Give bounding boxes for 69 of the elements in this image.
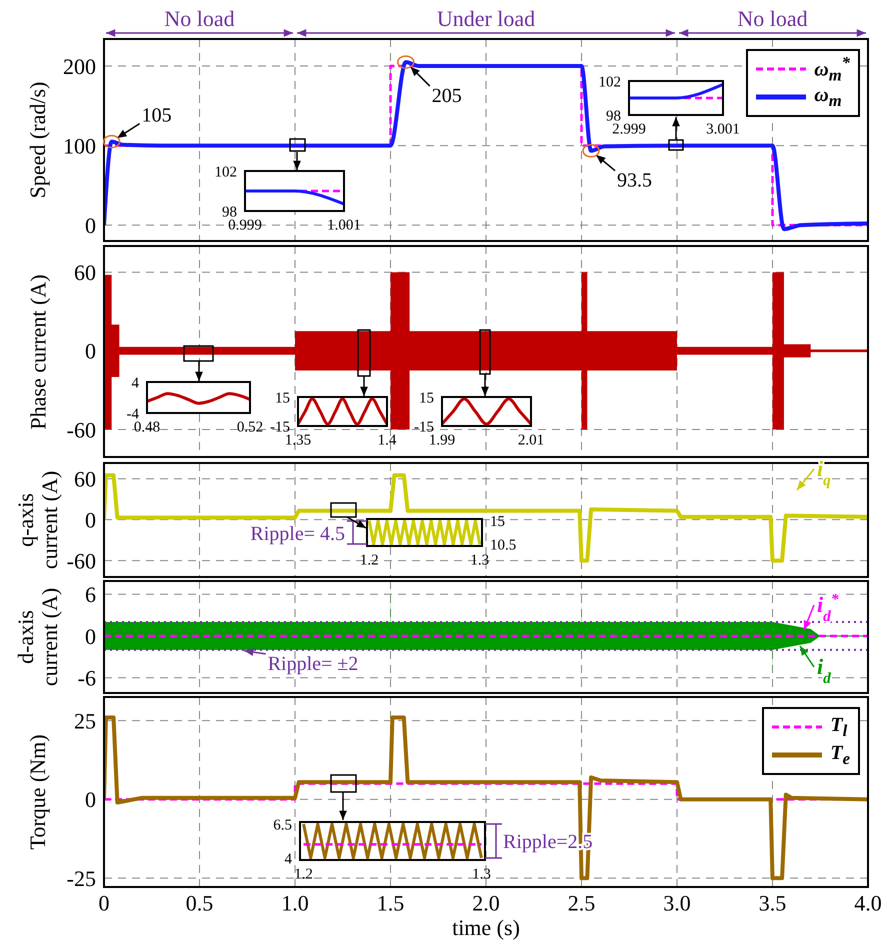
y-tick-label: 0	[85, 338, 96, 364]
y-tick-label: -6	[78, 666, 96, 691]
x-tick-label: 1.2	[294, 866, 313, 883]
line-series	[104, 715, 868, 880]
y-tick-label: 98	[222, 204, 237, 220]
x-tick-label: 1.2	[360, 552, 379, 569]
y-tick-label: 102	[598, 74, 621, 90]
legend-label: i$_{q}$	[817, 456, 832, 488]
y-tick-label: 4	[284, 851, 292, 868]
y-axis-title: d-axis current (A)	[12, 586, 63, 688]
y-tick-label: 200	[63, 54, 96, 79]
y-tick-label: 25	[74, 708, 96, 734]
y-tick-label: 60	[74, 260, 96, 286]
y-tick-label: -25	[66, 866, 96, 891]
annotation: 105	[142, 104, 172, 127]
annotation: 205	[432, 85, 462, 108]
x-tick-label: 1.3	[470, 552, 490, 569]
x-tick-label: 1.3	[472, 866, 491, 883]
y-tick-label: 6.5	[273, 817, 292, 834]
x-tick-label: 1.35	[284, 432, 312, 449]
legend-label: T$_{e}$	[830, 742, 850, 768]
x-tick-label: 2.5	[568, 890, 596, 916]
y-tick-label: 0	[85, 507, 96, 532]
text: No load	[164, 6, 235, 31]
y-tick-label: 60	[74, 466, 96, 492]
x-tick-label: 3.0	[663, 890, 691, 916]
annotation: 93.5	[617, 170, 652, 192]
legend-label: i$_{d}$	[817, 654, 832, 686]
y-tick-label: 0	[85, 787, 96, 812]
y-tick-label: 15	[275, 390, 290, 406]
y-tick-label: 4	[132, 375, 140, 392]
x-tick-label: 0.999	[228, 218, 262, 234]
y-tick-label: 100	[63, 133, 96, 158]
y-tick-label: -60	[66, 548, 96, 574]
x-tick-label: 0.5	[186, 890, 214, 916]
text: Under load	[436, 6, 536, 31]
x-axis-title: time (s)	[451, 915, 521, 941]
x-tick-label: 2.01	[518, 432, 544, 449]
y-tick-label: 0	[85, 624, 96, 649]
y-axis-title: Torque (Nm)	[24, 733, 51, 852]
y2-tick-label: 15	[490, 514, 505, 530]
y-tick-label: -4	[126, 406, 140, 422]
y-tick-label: 98	[606, 108, 621, 124]
x-tick-label: 3.5	[758, 890, 786, 916]
y-tick-label: 102	[214, 164, 237, 180]
x-tick-label: 1.001	[327, 218, 361, 234]
legend-label: T$_{l}$	[830, 714, 848, 740]
text: No load	[737, 6, 808, 31]
x-tick-label: 2.999	[612, 122, 646, 138]
y-tick-label: -60	[66, 417, 96, 442]
x-tick-label: 0.48	[134, 420, 160, 436]
x-tick-label: 1.5	[376, 890, 404, 916]
annotation: Ripple= 4.5	[250, 523, 345, 545]
x-tick-label: 2.0	[472, 890, 500, 916]
y-tick-label: -15	[414, 419, 434, 436]
y-tick-label: 6	[85, 582, 96, 608]
y-axis-title: q-axis current (A)	[12, 470, 63, 572]
x-tick-label: 3.001	[706, 122, 740, 138]
x-tick-label: 1.0	[281, 890, 309, 916]
y-axis-title: Speed (rad/s)	[25, 82, 50, 198]
y-tick-label: -15	[270, 419, 290, 436]
x-tick-label: 4.0	[854, 890, 882, 916]
x-tick-label: 1.4	[378, 432, 397, 449]
x-tick-label: 1.99	[428, 432, 456, 449]
y2-tick-label: 10.5	[490, 538, 516, 554]
x-tick-label: 0.52	[236, 420, 264, 436]
annotation: Ripple= ±2	[268, 652, 358, 675]
legend-label: ω$_{m}$	[814, 84, 842, 110]
y-axis-title: Phase current (A)	[24, 272, 51, 432]
